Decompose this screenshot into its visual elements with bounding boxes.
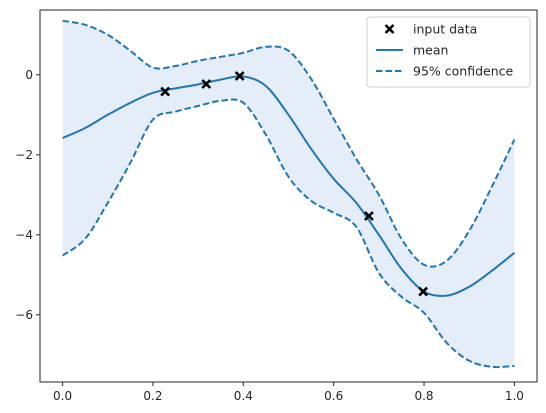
plot-frame [39, 9, 538, 383]
x-tick-label: 1.0 [505, 389, 524, 403]
x-tick-label: 0.2 [143, 389, 162, 403]
legend-box [366, 16, 531, 88]
upper-confidence-line [62, 19, 516, 268]
x-tick-label: 0.6 [324, 389, 343, 403]
input-data-point [364, 211, 374, 221]
input-data-point [160, 86, 171, 97]
legend: input data mean 95% confidence [366, 16, 531, 88]
axes: 0.0 0.2 0.4 0.6 0.8 1.0 0 −2 −4 −6 [15, 9, 538, 403]
x-tick-label: 0.4 [234, 389, 253, 403]
input-data-point [234, 71, 245, 81]
confidence-band-fill [62, 20, 515, 368]
y-tick-label: −6 [15, 308, 33, 322]
mean-line [62, 75, 516, 297]
input-data-point [418, 286, 429, 297]
lower-confidence-line [61, 98, 515, 369]
legend-label: 95% confidence [413, 64, 513, 79]
x-tick-label: 0.8 [414, 389, 433, 403]
confidence-band [62, 20, 515, 368]
y-tick-label: −4 [15, 228, 33, 242]
series-lines [61, 19, 516, 369]
y-tick-label: −2 [15, 148, 33, 162]
input-data-point [201, 79, 212, 89]
y-tick-label: 0 [25, 68, 33, 82]
x-tick-label: 0.0 [53, 389, 72, 403]
legend-label: input data [413, 22, 477, 37]
legend-label: mean [413, 43, 448, 58]
input-data-points [160, 71, 429, 297]
legend-marker-input-data [384, 24, 395, 34]
